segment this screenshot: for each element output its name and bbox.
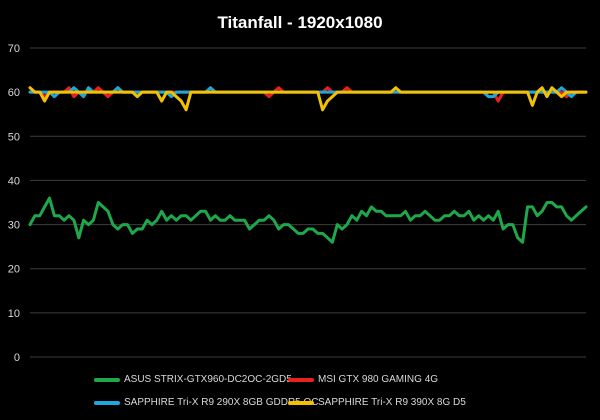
y-tick-label: 70 — [8, 43, 20, 55]
legend-item-series-1: ASUS STRIX-GTX960-DC2OC-2GD5 — [94, 374, 292, 385]
y-tick-label: 30 — [8, 220, 20, 232]
y-tick-label: 20 — [8, 264, 20, 276]
legend-swatch-series-1 — [94, 377, 120, 382]
y-tick-label: 60 — [8, 87, 20, 99]
legend-label-series-4: SAPPHIRE Tri-X R9 390X 8G D5 — [318, 397, 466, 408]
y-tick-label: 40 — [8, 175, 20, 187]
y-tick-label: 10 — [8, 308, 20, 320]
series-line-1 — [28, 196, 588, 244]
legend-label-series-3: SAPPHIRE Tri-X R9 290X 8GB GDDR5 OC — [124, 397, 319, 408]
legend-item-series-2: MSI GTX 980 GAMING 4G — [288, 374, 438, 385]
legend-item-series-3: SAPPHIRE Tri-X R9 290X 8GB GDDR5 OC — [94, 397, 319, 408]
y-tick-label: 0 — [14, 352, 20, 364]
series-lines — [28, 86, 588, 244]
y-axis-tick-labels: 0 10 20 30 40 50 60 70 — [8, 43, 20, 364]
legend-label-series-2: MSI GTX 980 GAMING 4G — [318, 374, 439, 385]
legend-swatch-series-2 — [288, 377, 314, 382]
legend-item-series-4: SAPPHIRE Tri-X R9 390X 8G D5 — [288, 397, 466, 408]
chart-title: Titanfall - 1920x1080 — [217, 13, 382, 32]
legend-swatch-series-3 — [94, 400, 120, 405]
legend-swatch-series-4 — [288, 400, 314, 405]
legend-label-series-1: ASUS STRIX-GTX960-DC2OC-2GD5 — [124, 374, 292, 385]
series-line-4 — [28, 86, 588, 112]
y-tick-label: 50 — [8, 131, 20, 143]
